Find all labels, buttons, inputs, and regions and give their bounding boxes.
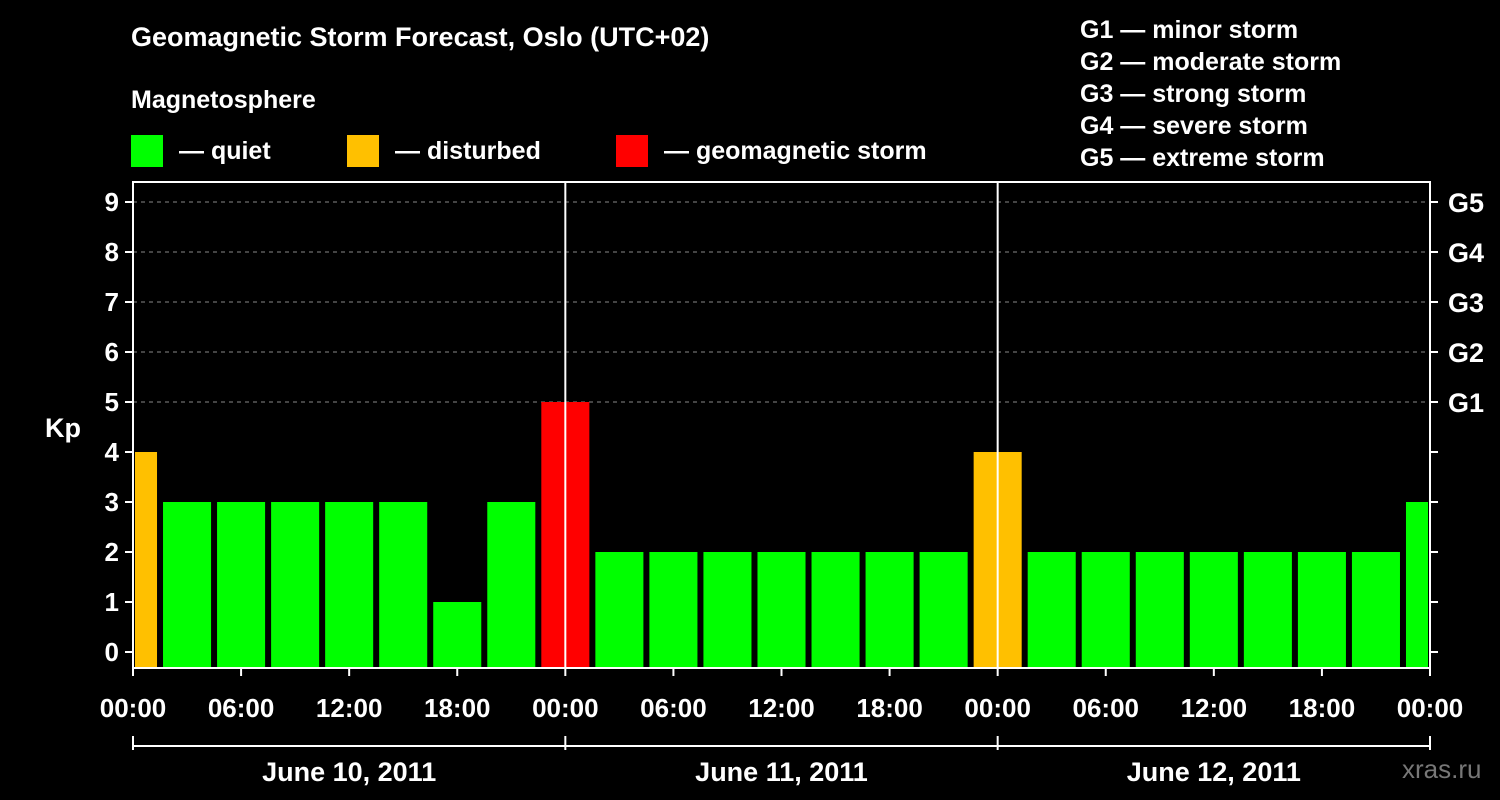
kp-bar [811,552,860,668]
legend-item-quiet: — quiet [131,134,271,168]
x-tick-label: 12:00 [748,693,815,723]
g-scale-label: G5 [1448,188,1484,218]
kp-bar [217,502,266,668]
storm-swatch [616,135,648,167]
y-tick-label: 7 [105,287,119,317]
g-scale-legend: G1 — minor storm G2 — moderate storm G3 … [1080,14,1341,174]
kp-bar [703,552,752,668]
y-tick-label: 8 [105,237,119,267]
g-legend-g5: G5 — extreme storm [1080,144,1325,172]
y-tick-label: 0 [105,637,119,667]
y-tick-label: 6 [105,337,119,367]
g-scale-label: G3 [1448,288,1484,318]
g-scale-label: G2 [1448,338,1484,368]
kp-bar [865,552,914,668]
kp-bar [1135,552,1184,668]
kp-bar [595,552,644,668]
magnetosphere-legend-title: Magnetosphere [131,86,316,114]
kp-bar [487,502,536,668]
g-scale-label: G4 [1448,238,1484,268]
disturbed-swatch [347,135,379,167]
x-tick-label: 06:00 [208,693,275,723]
kp-bar [757,552,806,668]
x-tick-label: 00:00 [964,693,1031,723]
legend-label-disturbed: — disturbed [395,136,541,165]
day-label: June 10, 2011 [262,757,436,787]
x-tick-label: 06:00 [640,693,707,723]
y-tick-label: 4 [105,437,120,467]
day-label: June 12, 2011 [1127,757,1301,787]
kp-bar [379,502,428,668]
kp-bar [1405,502,1428,668]
quiet-swatch [131,135,163,167]
kp-bar [1243,552,1292,668]
kp-bar [649,552,698,668]
x-tick-label: 12:00 [1181,693,1248,723]
x-tick-label: 00:00 [1397,693,1464,723]
legend-item-storm: — geomagnetic storm [616,134,927,168]
kp-bar [1081,552,1130,668]
g-legend-g3: G3 — strong storm [1080,80,1307,108]
x-tick-label: 00:00 [100,693,167,723]
y-axis-label: Kp [45,413,81,443]
y-tick-label: 5 [105,387,119,417]
watermark: xras.ru [1402,754,1482,784]
kp-bar [433,602,482,668]
g-legend-g2: G2 — moderate storm [1080,48,1342,76]
g-legend-g1: G1 — minor storm [1080,16,1299,44]
kp-bar [325,502,374,668]
x-tick-label: 18:00 [1289,693,1356,723]
y-tick-label: 1 [105,587,119,617]
legend-label-storm: — geomagnetic storm [664,136,927,165]
x-tick-label: 18:00 [424,693,491,723]
kp-bar [1297,552,1346,668]
kp-bar [1189,552,1238,668]
kp-bar [1351,552,1400,668]
legend-item-disturbed: — disturbed [347,134,541,168]
legend-label-quiet: — quiet [179,136,271,165]
g-scale-label: G1 [1448,388,1484,418]
x-tick-label: 18:00 [856,693,923,723]
kp-bar [135,452,158,668]
g-legend-g4: G4 — severe storm [1080,112,1308,140]
kp-bar [1027,552,1076,668]
kp-bar [163,502,212,668]
y-tick-label: 3 [105,487,119,517]
x-tick-label: 06:00 [1073,693,1140,723]
kp-bar [919,552,968,668]
day-label: June 11, 2011 [695,757,868,787]
y-tick-label: 2 [105,537,119,567]
x-tick-label: 00:00 [532,693,599,723]
x-tick-label: 12:00 [316,693,383,723]
kp-bar [271,502,320,668]
y-tick-label: 9 [105,187,119,217]
chart-title: Geomagnetic Storm Forecast, Oslo (UTC+02… [131,22,710,52]
